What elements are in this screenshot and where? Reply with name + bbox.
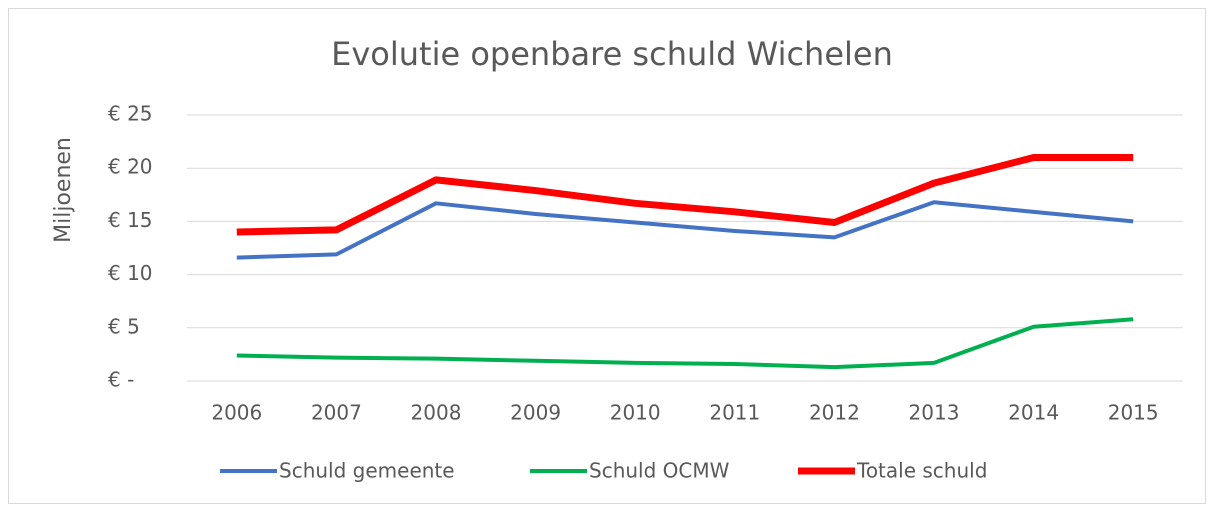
legend-label: Schuld OCMW	[589, 459, 730, 483]
chart-title: Evolutie openbare schuld Wichelen	[331, 35, 893, 73]
y-tick-label: € 25	[108, 102, 153, 126]
y-axis-label: Miljoenen	[51, 137, 76, 243]
x-tick-label: 2006	[211, 401, 262, 425]
x-tick-label: 2011	[709, 401, 760, 425]
x-tick-label: 2012	[809, 401, 860, 425]
line-series	[236, 317, 1134, 370]
y-tick-label: € 5	[108, 314, 140, 338]
line-series	[236, 200, 1134, 260]
legend-label: Totale schuld	[856, 459, 987, 483]
y-tick-label: € 15	[108, 208, 153, 232]
x-tick-label: 2013	[909, 401, 960, 425]
x-tick-label: 2007	[311, 401, 362, 425]
line-series	[236, 154, 1134, 236]
y-tick-label: € 10	[108, 261, 153, 285]
y-tick-label: € 20	[108, 155, 153, 179]
legend-label: Schuld gemeente	[279, 459, 455, 483]
x-tick-label: 2010	[610, 401, 661, 425]
chart-border	[8, 8, 1206, 504]
x-tick-label: 2014	[1008, 401, 1059, 425]
x-tick-label: 2015	[1108, 401, 1159, 425]
x-tick-label: 2008	[411, 401, 462, 425]
y-tick-label: € -	[108, 368, 134, 392]
x-tick-label: 2009	[510, 401, 561, 425]
